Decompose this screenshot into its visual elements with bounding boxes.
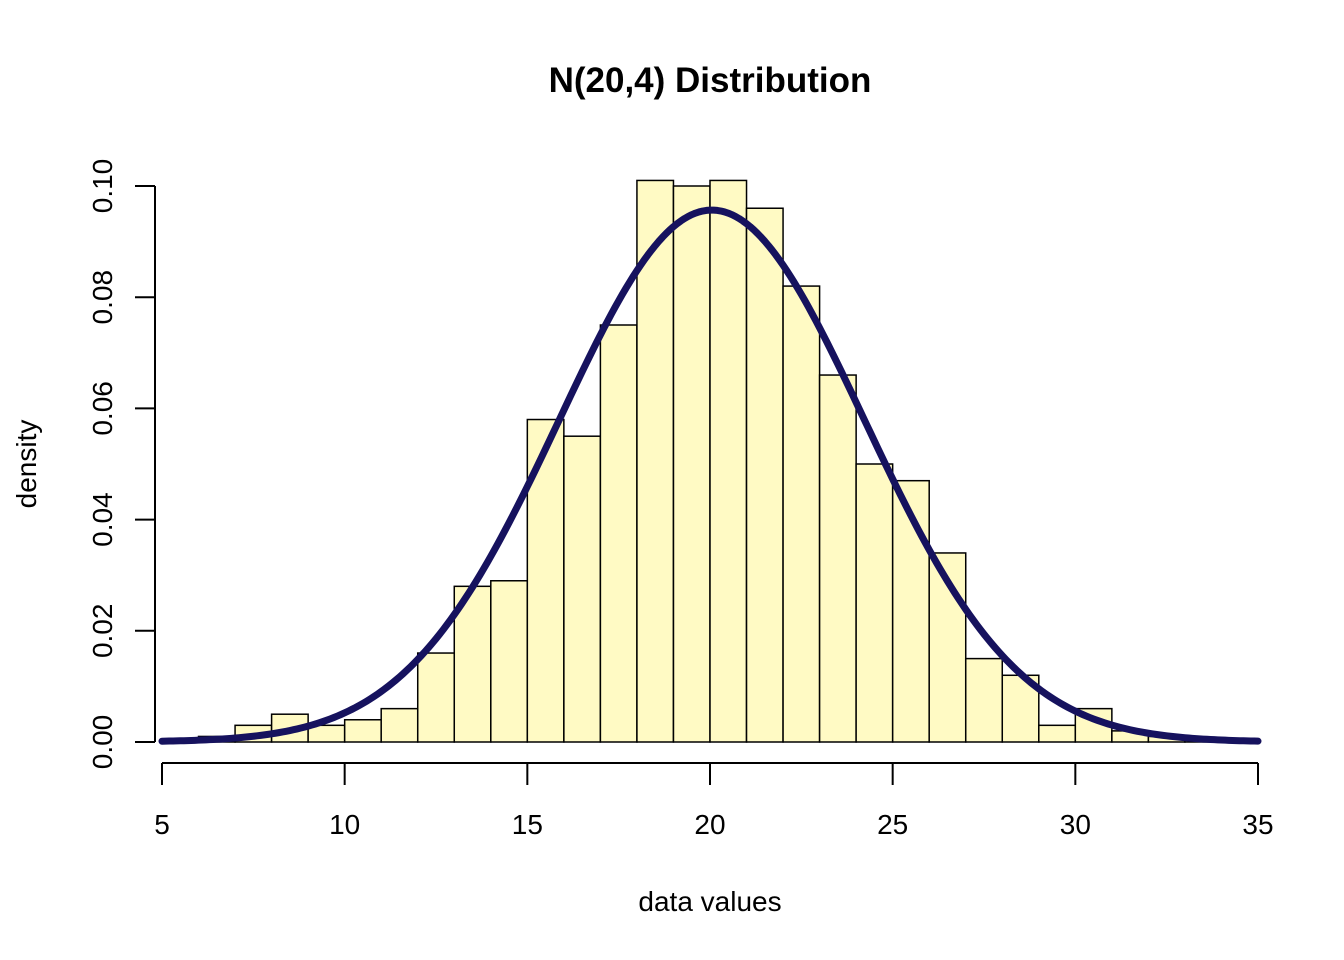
y-tick-label: 0.00	[87, 715, 118, 770]
histogram-bar-18	[855, 463, 894, 743]
y-tick-label: 0.04	[87, 492, 118, 547]
histogram-bar-14	[709, 179, 748, 743]
histogram-bar-8	[490, 580, 529, 743]
chart-title: N(20,4) Distribution	[549, 61, 872, 100]
y-tick-label: 0.08	[87, 270, 118, 325]
histogram-bar-7	[453, 585, 492, 743]
histogram-bar-16	[782, 285, 821, 743]
x-tick-label: 10	[329, 809, 360, 840]
histogram-bar-5	[380, 707, 419, 743]
x-tick-label: 20	[694, 809, 725, 840]
y-axis-label: density	[11, 420, 42, 509]
histogram-bar-10	[563, 435, 602, 743]
x-tick-label: 5	[154, 809, 170, 840]
histogram-bar-17	[818, 374, 857, 743]
x-axis: 5 10 15 20 25 30 35	[154, 762, 1274, 840]
histogram-bar-13	[672, 185, 711, 743]
x-tick-label: 25	[877, 809, 908, 840]
histogram-bar-15	[745, 207, 784, 743]
histogram-bar-4	[343, 719, 382, 743]
histogram-bar-11	[599, 324, 638, 743]
histogram-bar-21	[964, 657, 1004, 743]
histogram-bar-19	[891, 479, 930, 743]
x-tick-label: 35	[1242, 809, 1273, 840]
histogram-bars	[197, 179, 1223, 743]
histogram-bar-6	[416, 652, 456, 743]
y-tick-label: 0.10	[87, 159, 118, 214]
y-axis: 0.00 0.02 0.04 0.06 0.08 0.10	[87, 159, 156, 770]
x-axis-label: data values	[638, 886, 781, 917]
density-curve	[158, 206, 1262, 745]
x-tick-label: 30	[1060, 809, 1091, 840]
x-tick-label: 15	[512, 809, 543, 840]
histogram-bar-12	[636, 179, 675, 743]
histogram-bar-23	[1038, 724, 1077, 743]
y-tick-label: 0.06	[87, 381, 118, 436]
y-tick-label: 0.02	[87, 604, 118, 659]
